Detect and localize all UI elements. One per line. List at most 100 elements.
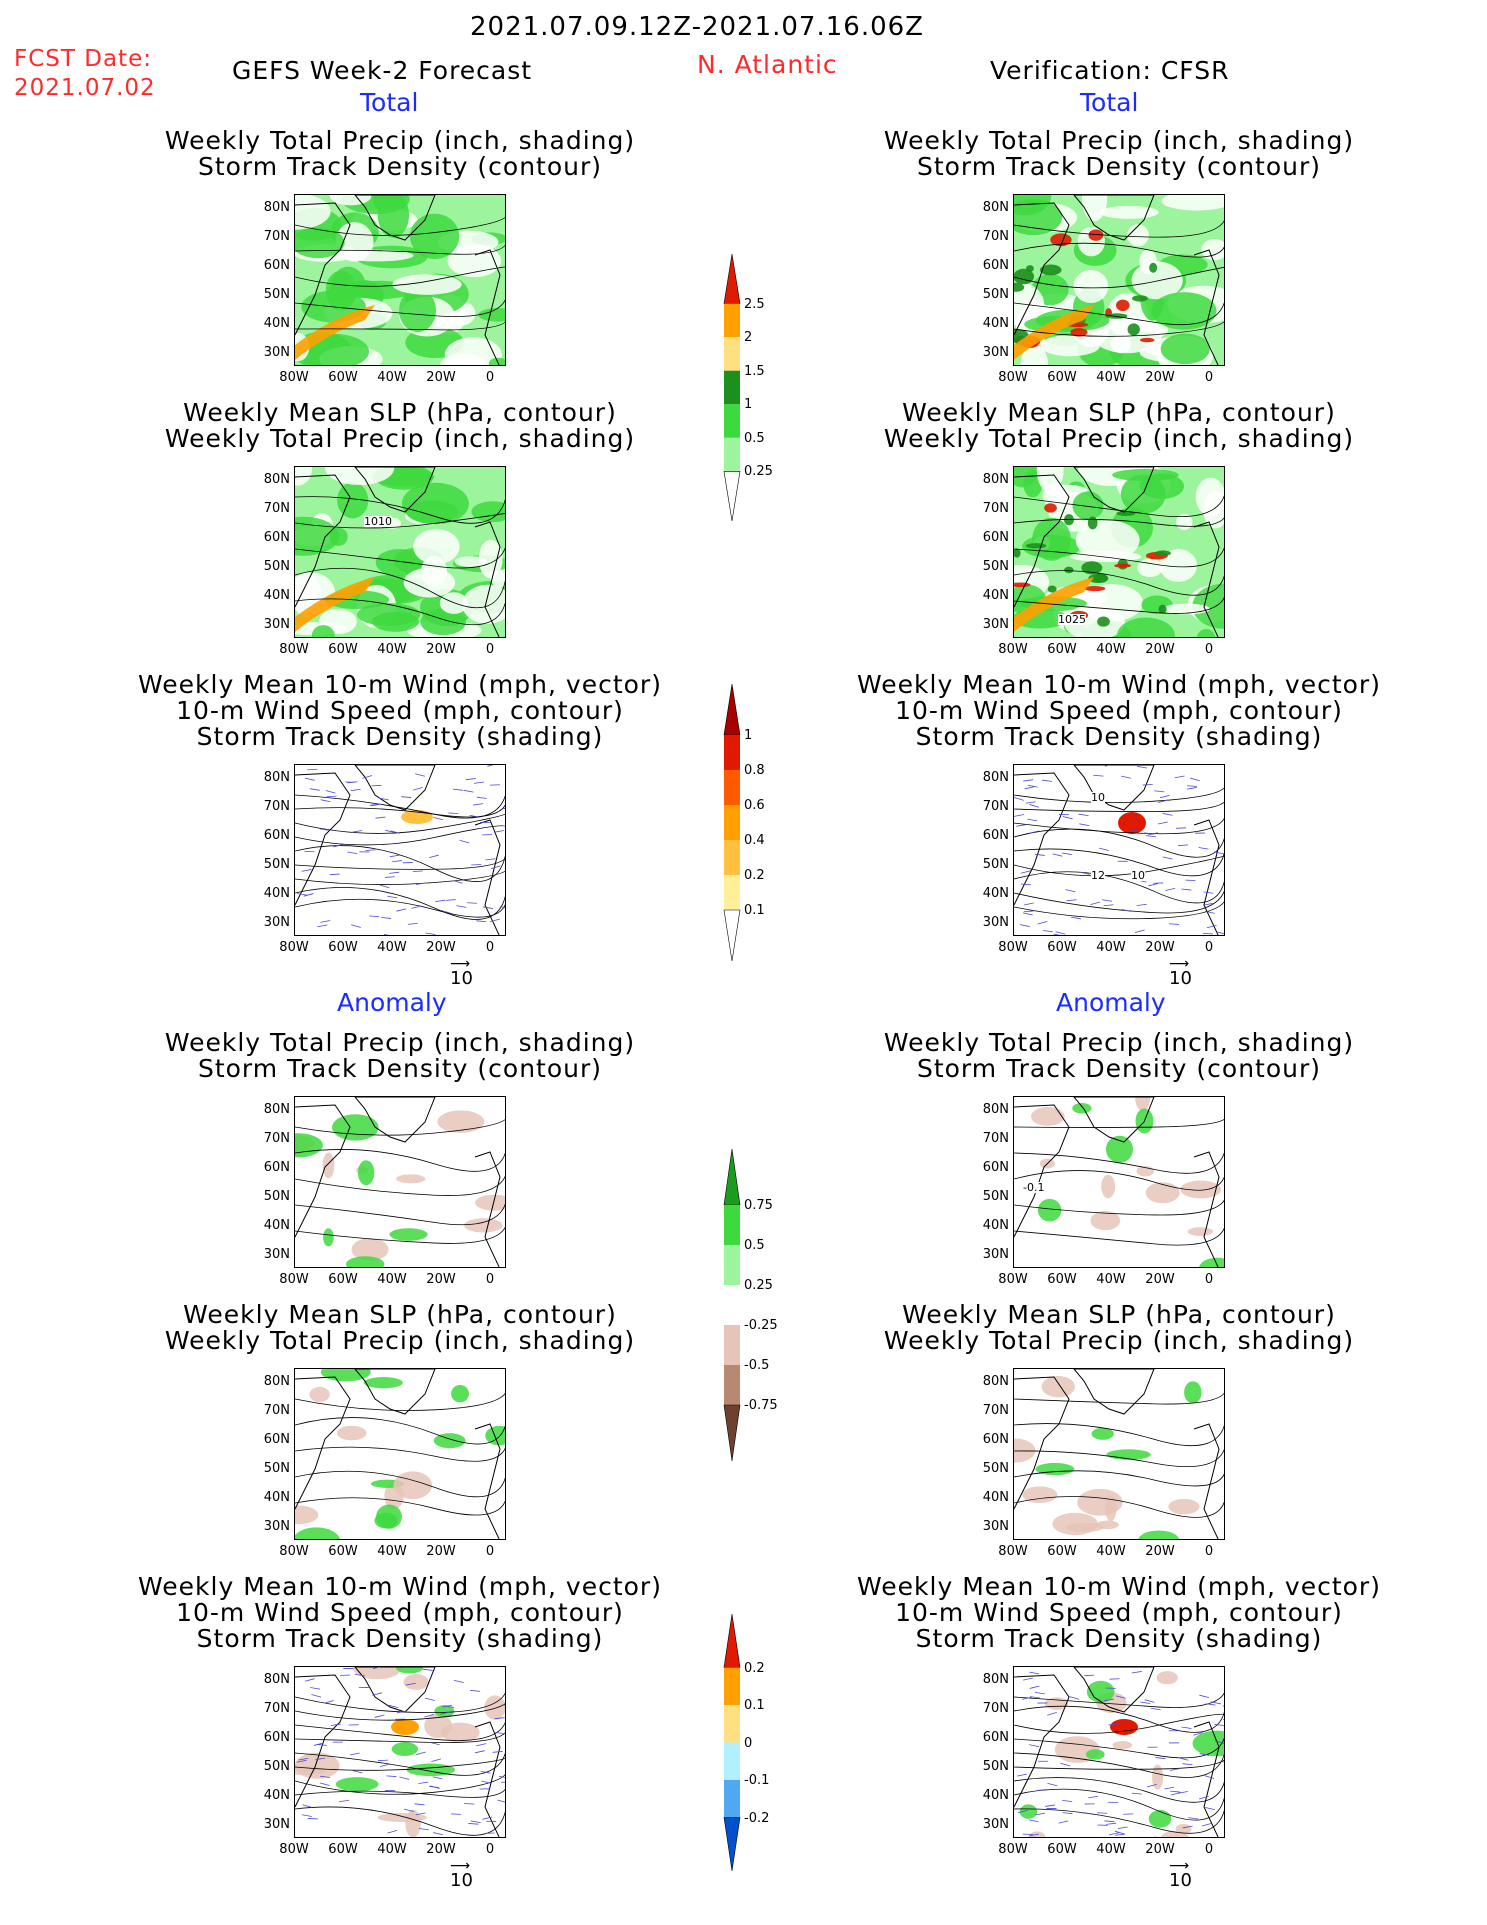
gefs-map-panel-1 <box>294 466 506 638</box>
colorbar-tick-label: 0.25 <box>744 464 773 480</box>
gefs-map-panel-5 <box>294 1666 506 1838</box>
lon-tick-label: 60W <box>1047 642 1077 657</box>
lon-tick-label: 80W <box>998 370 1028 385</box>
lat-tick-label: 70N <box>263 799 290 814</box>
panel-title-line: Weekly Total Precip (inch, shading) <box>164 1326 636 1355</box>
colorbar-tick-label: 0 <box>744 1735 753 1751</box>
lon-tick-label: 60W <box>1047 370 1077 385</box>
lat-tick-label: 50N <box>982 1759 1009 1774</box>
contour-label: 10 <box>1091 791 1105 804</box>
lon-tick-label: 60W <box>1047 940 1077 955</box>
lon-tick-label: 0 <box>485 1842 495 1857</box>
panel-title-line: 10-m Wind Speed (mph, contour) <box>895 1598 1343 1627</box>
vector-reference: ⟶ 10 <box>1169 956 1192 989</box>
lon-tick-label: 60W <box>328 642 358 657</box>
section-total-right: Total <box>1080 88 1139 117</box>
lat-tick-label: 70N <box>982 1403 1009 1418</box>
lon-tick-label: 40W <box>1096 1272 1126 1287</box>
panel-title-line: Storm Track Density (shading) <box>915 722 1323 751</box>
lon-tick-label: 80W <box>998 940 1028 955</box>
lat-tick-label: 30N <box>982 1519 1009 1534</box>
gefs-title: GEFS Week-2 Forecast <box>232 56 533 85</box>
lon-tick-label: 80W <box>998 642 1028 657</box>
lon-tick-label: 40W <box>377 1842 407 1857</box>
lon-tick-label: 40W <box>1096 940 1126 955</box>
lon-tick-label: 60W <box>328 370 358 385</box>
lon-tick-label: 40W <box>1096 1842 1126 1857</box>
panel-title-line: 10-m Wind Speed (mph, contour) <box>176 696 624 725</box>
lat-tick-label: 70N <box>263 1403 290 1418</box>
lon-tick-label: 60W <box>328 1272 358 1287</box>
lat-tick-label: 50N <box>982 1189 1009 1204</box>
lat-tick-label: 40N <box>982 588 1009 603</box>
lon-tick-label: 0 <box>485 1544 495 1559</box>
map-plot <box>1014 765 1224 935</box>
colorbar-tick-label: 1.5 <box>744 363 765 379</box>
panel-title-line: Weekly Mean 10-m Wind (mph, vector) <box>857 670 1381 699</box>
lat-tick-label: 30N <box>982 1817 1009 1832</box>
lat-tick-label: 30N <box>263 345 290 360</box>
lon-tick-label: 40W <box>1096 642 1126 657</box>
panel-title-line: Weekly Total Precip (inch, shading) <box>164 126 636 155</box>
colorbar-tick-label: 0.4 <box>744 833 765 848</box>
date-range: 2021.07.09.12Z-2021.07.16.06Z <box>470 12 924 42</box>
panel-title-line: Weekly Total Precip (inch, shading) <box>883 424 1355 453</box>
panel-title-line: Storm Track Density (contour) <box>916 152 1322 181</box>
lat-tick-label: 60N <box>982 1432 1009 1447</box>
lat-tick-label: 80N <box>263 1672 290 1687</box>
panel-title-line: Storm Track Density (shading) <box>196 722 604 751</box>
vector-reference: ⟶ 10 <box>450 956 473 989</box>
lat-tick-label: 60N <box>982 1730 1009 1745</box>
fcst-date-value: 2021.07.02 <box>14 75 156 101</box>
lon-tick-label: 60W <box>1047 1842 1077 1857</box>
lat-tick-label: 60N <box>263 1160 290 1175</box>
lat-tick-label: 70N <box>263 1131 290 1146</box>
gefs-map-panel-4 <box>294 1368 506 1540</box>
lat-tick-label: 60N <box>982 258 1009 273</box>
map-plot <box>295 467 505 637</box>
panel-title-line: Weekly Total Precip (inch, shading) <box>883 126 1355 155</box>
lat-tick-label: 80N <box>982 1374 1009 1389</box>
lat-tick-label: 40N <box>982 1788 1009 1803</box>
lat-tick-label: 80N <box>982 770 1009 785</box>
lon-tick-label: 40W <box>377 940 407 955</box>
lon-tick-label: 20W <box>426 1842 456 1857</box>
cfsr-map-panel-0 <box>1013 194 1225 366</box>
lat-tick-label: 80N <box>982 1672 1009 1687</box>
lat-tick-label: 50N <box>982 1461 1009 1476</box>
lat-tick-label: 40N <box>263 886 290 901</box>
colorbar-tick-label: 0.2 <box>744 1660 765 1676</box>
lat-tick-label: 60N <box>263 1730 290 1745</box>
lon-tick-label: 20W <box>1145 642 1175 657</box>
gefs-map-panel-3 <box>294 1096 506 1268</box>
lon-tick-label: 0 <box>1204 642 1214 657</box>
gefs-map-panel-0 <box>294 194 506 366</box>
lat-tick-label: 70N <box>263 1701 290 1716</box>
colorbar-total_track <box>723 683 741 962</box>
colorbar-tick-label: 2 <box>744 330 753 346</box>
panel-title-line: 10-m Wind Speed (mph, contour) <box>895 696 1343 725</box>
colorbar-tick-label: -0.25 <box>744 1318 778 1333</box>
panel-title-line: Weekly Mean SLP (hPa, contour) <box>902 398 1336 427</box>
lon-tick-label: 20W <box>1145 1544 1175 1559</box>
panel-title-line: Weekly Total Precip (inch, shading) <box>883 1326 1355 1355</box>
map-plot <box>1014 195 1224 365</box>
lon-tick-label: 0 <box>1204 940 1214 955</box>
lat-tick-label: 70N <box>982 229 1009 244</box>
lat-tick-label: 60N <box>982 530 1009 545</box>
lon-tick-label: 40W <box>377 1272 407 1287</box>
lat-tick-label: 80N <box>263 200 290 215</box>
colorbar-total_precip <box>723 253 741 522</box>
lat-tick-label: 30N <box>982 617 1009 632</box>
lat-tick-label: 50N <box>982 287 1009 302</box>
colorbar-tick-label: -0.5 <box>744 1358 770 1373</box>
lat-tick-label: 80N <box>263 1374 290 1389</box>
lon-tick-label: 40W <box>377 642 407 657</box>
verification-title: Verification: CFSR <box>990 56 1230 85</box>
panel-title-line: Weekly Total Precip (inch, shading) <box>164 1028 636 1057</box>
lon-tick-label: 20W <box>426 370 456 385</box>
lat-tick-label: 70N <box>982 1701 1009 1716</box>
lat-tick-label: 80N <box>263 1102 290 1117</box>
colorbar-tick-label: 1 <box>744 397 753 413</box>
lon-tick-label: 20W <box>1145 940 1175 955</box>
